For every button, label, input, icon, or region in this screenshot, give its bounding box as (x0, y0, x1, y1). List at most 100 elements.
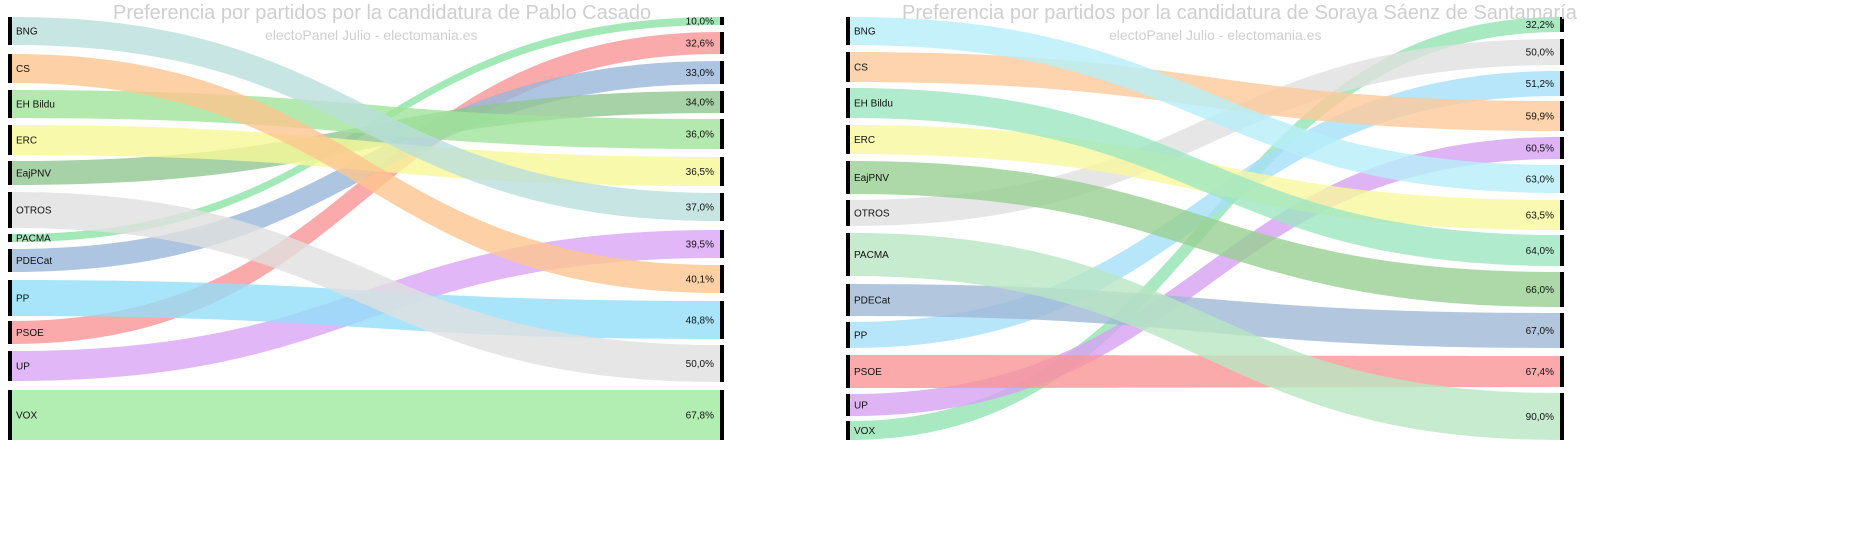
flow-up (850, 137, 1560, 416)
flow-erc (12, 125, 720, 186)
node-label-pacma: PACMA (16, 234, 51, 245)
value-label: 40,1% (686, 275, 714, 286)
node-bar-bng (846, 17, 850, 45)
right-nodes: 10,0% 32,6% 33,0% 34,0% 36,0% 36,5% 37,0% 39,5%… (686, 17, 724, 440)
value-bar (1560, 393, 1564, 440)
node-label-pdecat: PDECat (854, 296, 890, 307)
node-label-pacma: PACMA (854, 250, 889, 261)
right-nodes: 32,2% 50,0% 51,2% 59,9% 60,5% 63,0% 63,5% 64,0%… (1526, 17, 1564, 440)
flow-bng (12, 17, 720, 221)
node-bar-eajpnv (8, 161, 12, 185)
flow-cs (12, 54, 720, 293)
node-bar-psoe (846, 355, 850, 388)
node-bar-eh-bildu (846, 88, 850, 118)
value-bar (720, 119, 724, 149)
flows (850, 17, 1560, 440)
value-label: 90,0% (1526, 412, 1554, 423)
value-bar (1560, 137, 1564, 159)
node-bar-pp (8, 280, 12, 316)
chart-subtitle-casado: electoPanel Julio - electomania.es (265, 27, 478, 43)
node-bar-eh-bildu (8, 90, 12, 118)
node-bar-up (8, 351, 12, 381)
node-bar-psoe (8, 321, 12, 344)
value-bar (720, 390, 724, 440)
value-label: 37,0% (686, 203, 714, 214)
value-label: 50,0% (1526, 48, 1554, 59)
flow-eajpnv (12, 91, 720, 185)
flow-otros (12, 192, 720, 382)
value-label: 67,4% (1526, 367, 1554, 378)
node-bar-pdecat (846, 284, 850, 316)
node-bar-otros (8, 192, 12, 228)
node-bar-otros (846, 200, 850, 226)
value-label: 64,0% (1526, 246, 1554, 257)
node-label-eh-bildu: EH Bildu (854, 99, 893, 110)
node-bar-pacma (846, 233, 850, 276)
value-label: 32,2% (1526, 20, 1554, 31)
node-label-psoe: PSOE (854, 367, 882, 378)
node-bar-vox (8, 390, 12, 440)
value-bar (720, 345, 724, 382)
node-bar-erc (8, 125, 12, 155)
value-label: 39,5% (686, 240, 714, 251)
node-label-erc: ERC (16, 136, 37, 147)
value-bar (1560, 356, 1564, 387)
flow-eh-bildu (850, 88, 1560, 266)
flow-otros (850, 39, 1560, 226)
value-label: 67,8% (686, 411, 714, 422)
node-label-otros: OTROS (854, 209, 890, 220)
value-label: 66,0% (1526, 285, 1554, 296)
value-label: 34,0% (686, 98, 714, 109)
flow-pacma (850, 233, 1560, 440)
value-bar (1560, 200, 1564, 230)
node-label-vox: VOX (16, 411, 37, 422)
value-bar (1560, 17, 1564, 32)
value-label: 51,2% (1526, 79, 1554, 90)
flows (12, 17, 720, 440)
flow-vox (12, 390, 720, 440)
node-bar-bng (8, 17, 12, 45)
node-label-eajpnv: EajPNV (854, 173, 889, 184)
value-label: 36,5% (686, 167, 714, 178)
node-bar-pacma (8, 234, 12, 242)
node-bar-pdecat (8, 249, 12, 272)
node-label-pdecat: PDECat (16, 256, 52, 267)
node-label-psoe: PSOE (16, 328, 44, 339)
value-bar (1560, 235, 1564, 266)
node-label-eajpnv: EajPNV (16, 169, 51, 180)
flow-eajpnv (850, 161, 1560, 307)
value-bar (1560, 313, 1564, 348)
flow-pp (850, 71, 1560, 348)
value-label: 10,0% (686, 17, 714, 28)
value-bar (1560, 39, 1564, 65)
value-label: 50,0% (686, 359, 714, 370)
node-bar-pp (846, 322, 850, 348)
node-bar-vox (846, 421, 850, 440)
left-nodes: BNG CS EH Bildu ERC EajPNV OTROS PACMA PDECat PP… (8, 17, 55, 440)
node-bar-up (846, 394, 850, 416)
node-bar-erc (846, 125, 850, 154)
value-label: 59,9% (1526, 112, 1554, 123)
value-bar (1560, 165, 1564, 193)
node-label-vox: VOX (854, 426, 875, 437)
node-bar-cs (846, 52, 850, 82)
chart-title-santamaria: Preferencia por partidos por la candidat… (902, 2, 1577, 24)
value-bar (720, 265, 724, 293)
value-label: 36,0% (686, 130, 714, 141)
node-label-cs: CS (854, 63, 868, 74)
flow-bng (850, 17, 1560, 193)
value-label: 32,6% (686, 39, 714, 50)
value-bar (720, 17, 724, 25)
value-bar (720, 193, 724, 221)
node-bar-eajpnv (846, 161, 850, 194)
left-nodes: BNG CS EH Bildu ERC EajPNV OTROS PACMA PDECat PP… (846, 17, 893, 440)
value-label: 60,5% (1526, 144, 1554, 155)
sankey-svg-casado: BNG CS EH Bildu ERC EajPNV OTROS PACMA PDECat PP… (8, 17, 724, 440)
node-label-otros: OTROS (16, 206, 52, 217)
node-label-cs: CS (16, 64, 30, 75)
value-label: 67,0% (1526, 326, 1554, 337)
value-label: 63,5% (1526, 211, 1554, 222)
value-label: 33,0% (686, 68, 714, 79)
chart-title-casado: Preferencia por partidos por la candidat… (113, 2, 652, 24)
